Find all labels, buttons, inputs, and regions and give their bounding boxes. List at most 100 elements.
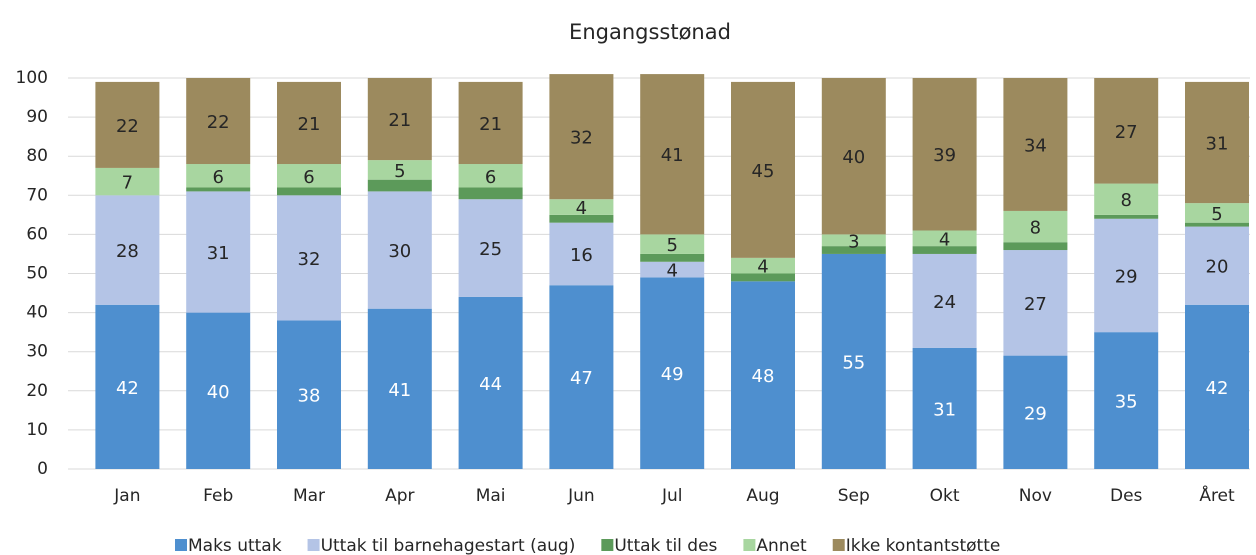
- x-tick-label: Sep: [838, 486, 870, 506]
- x-tick-label: Okt: [930, 486, 960, 506]
- data-label: 40: [207, 382, 230, 403]
- data-label: 5: [666, 235, 677, 256]
- data-label: 4: [576, 198, 587, 219]
- legend-label: Maks uttak: [188, 536, 282, 555]
- data-label: 47: [570, 368, 593, 389]
- y-tick-label: 30: [26, 342, 48, 362]
- data-label: 6: [485, 167, 496, 188]
- data-label: 25: [479, 239, 502, 260]
- bar-segment: [549, 214, 614, 223]
- data-label: 4: [757, 257, 768, 278]
- bar-segment: [1185, 304, 1249, 469]
- bar-segment: [1185, 222, 1249, 227]
- x-tick-label: Feb: [203, 486, 233, 506]
- bar-segment: [912, 347, 977, 469]
- data-label: 8: [1030, 218, 1041, 239]
- data-label: 3: [848, 231, 859, 252]
- data-label: 21: [479, 114, 502, 135]
- data-label: 21: [388, 110, 411, 131]
- y-tick-label: 10: [26, 420, 48, 440]
- bar-segment: [640, 253, 705, 262]
- x-tick-label: Mai: [476, 486, 506, 506]
- data-label: 4: [666, 261, 677, 282]
- data-label: 39: [933, 145, 956, 166]
- x-tick-label: Aug: [746, 486, 779, 506]
- bar-segment: [458, 164, 523, 188]
- data-label: 42: [1206, 378, 1229, 399]
- bar-segment: [367, 78, 432, 161]
- data-label: 55: [842, 352, 865, 373]
- bar-segment: [549, 199, 614, 215]
- bar-segment: [731, 81, 795, 258]
- bar-segment: [1185, 226, 1249, 305]
- bar-segment: [367, 160, 432, 180]
- bar-segment: [1185, 203, 1249, 223]
- x-tick-label: Jun: [567, 486, 595, 506]
- data-label: 22: [116, 116, 139, 137]
- bar-segment: [458, 296, 523, 469]
- data-label: 16: [570, 245, 593, 266]
- bar-segment: [1003, 210, 1068, 243]
- bar-segment: [731, 257, 795, 274]
- bar-segment: [277, 81, 341, 165]
- data-label: 22: [207, 112, 230, 133]
- data-label: 35: [1115, 392, 1138, 413]
- bar-segment: [912, 246, 977, 254]
- chart-title: Engangsstønad: [569, 20, 731, 44]
- y-tick-label: 60: [26, 224, 48, 244]
- legend-label: Ikke kontantstøtte: [846, 536, 1001, 555]
- data-label: 42: [116, 378, 139, 399]
- bar-segment: [95, 167, 160, 196]
- bar-segment: [186, 164, 251, 188]
- bar-segment: [549, 74, 614, 200]
- data-label: 45: [752, 161, 775, 182]
- data-label: 27: [1024, 294, 1047, 315]
- bar-segment: [277, 195, 341, 321]
- legend-label: Annet: [756, 536, 807, 555]
- bar-segment: [640, 234, 705, 254]
- bar-segment: [95, 304, 160, 469]
- x-tick-label: Apr: [385, 486, 414, 506]
- y-tick-label: 100: [16, 68, 48, 88]
- y-tick-label: 40: [26, 303, 48, 323]
- data-label: 28: [116, 241, 139, 262]
- bar-segment: [1094, 214, 1159, 219]
- bar-segment: [1094, 78, 1159, 184]
- data-label: 24: [933, 292, 956, 313]
- data-label: 21: [298, 114, 321, 135]
- data-label: 31: [933, 399, 956, 420]
- bar-segment: [912, 253, 977, 348]
- x-tick-label: Jul: [661, 486, 683, 506]
- data-label: 44: [479, 374, 502, 395]
- data-label: 30: [388, 241, 411, 262]
- bar-segment: [186, 187, 251, 192]
- bar-segment: [821, 78, 886, 235]
- data-label: 31: [1206, 134, 1229, 155]
- bar-segment: [186, 191, 251, 313]
- bar-segment: [186, 78, 251, 165]
- legend-label: Uttak til des: [614, 536, 717, 555]
- bar-segment: [821, 246, 886, 254]
- y-tick-label: 50: [26, 264, 48, 284]
- data-label: 38: [298, 386, 321, 407]
- bar-segment: [1003, 78, 1068, 211]
- bar-segment: [277, 164, 341, 188]
- data-label: 20: [1206, 257, 1229, 278]
- x-tick-label: Des: [1110, 486, 1143, 506]
- data-label: 4: [939, 229, 950, 250]
- legend-swatch: [743, 539, 756, 551]
- y-tick-label: 90: [26, 107, 48, 127]
- legend-swatch: [832, 539, 845, 551]
- bar-segment: [277, 187, 341, 196]
- bar-segment: [821, 234, 886, 247]
- data-label: 5: [394, 161, 405, 182]
- bar-segment: [640, 277, 705, 469]
- bar-segment: [95, 81, 160, 168]
- bar-segment: [1003, 242, 1068, 251]
- bar-segment: [367, 308, 432, 469]
- x-tick-label: Mar: [293, 486, 325, 506]
- bar-segment: [821, 253, 886, 469]
- legend-swatch: [175, 539, 187, 551]
- bar-segment: [731, 281, 795, 469]
- data-label: 40: [842, 147, 865, 168]
